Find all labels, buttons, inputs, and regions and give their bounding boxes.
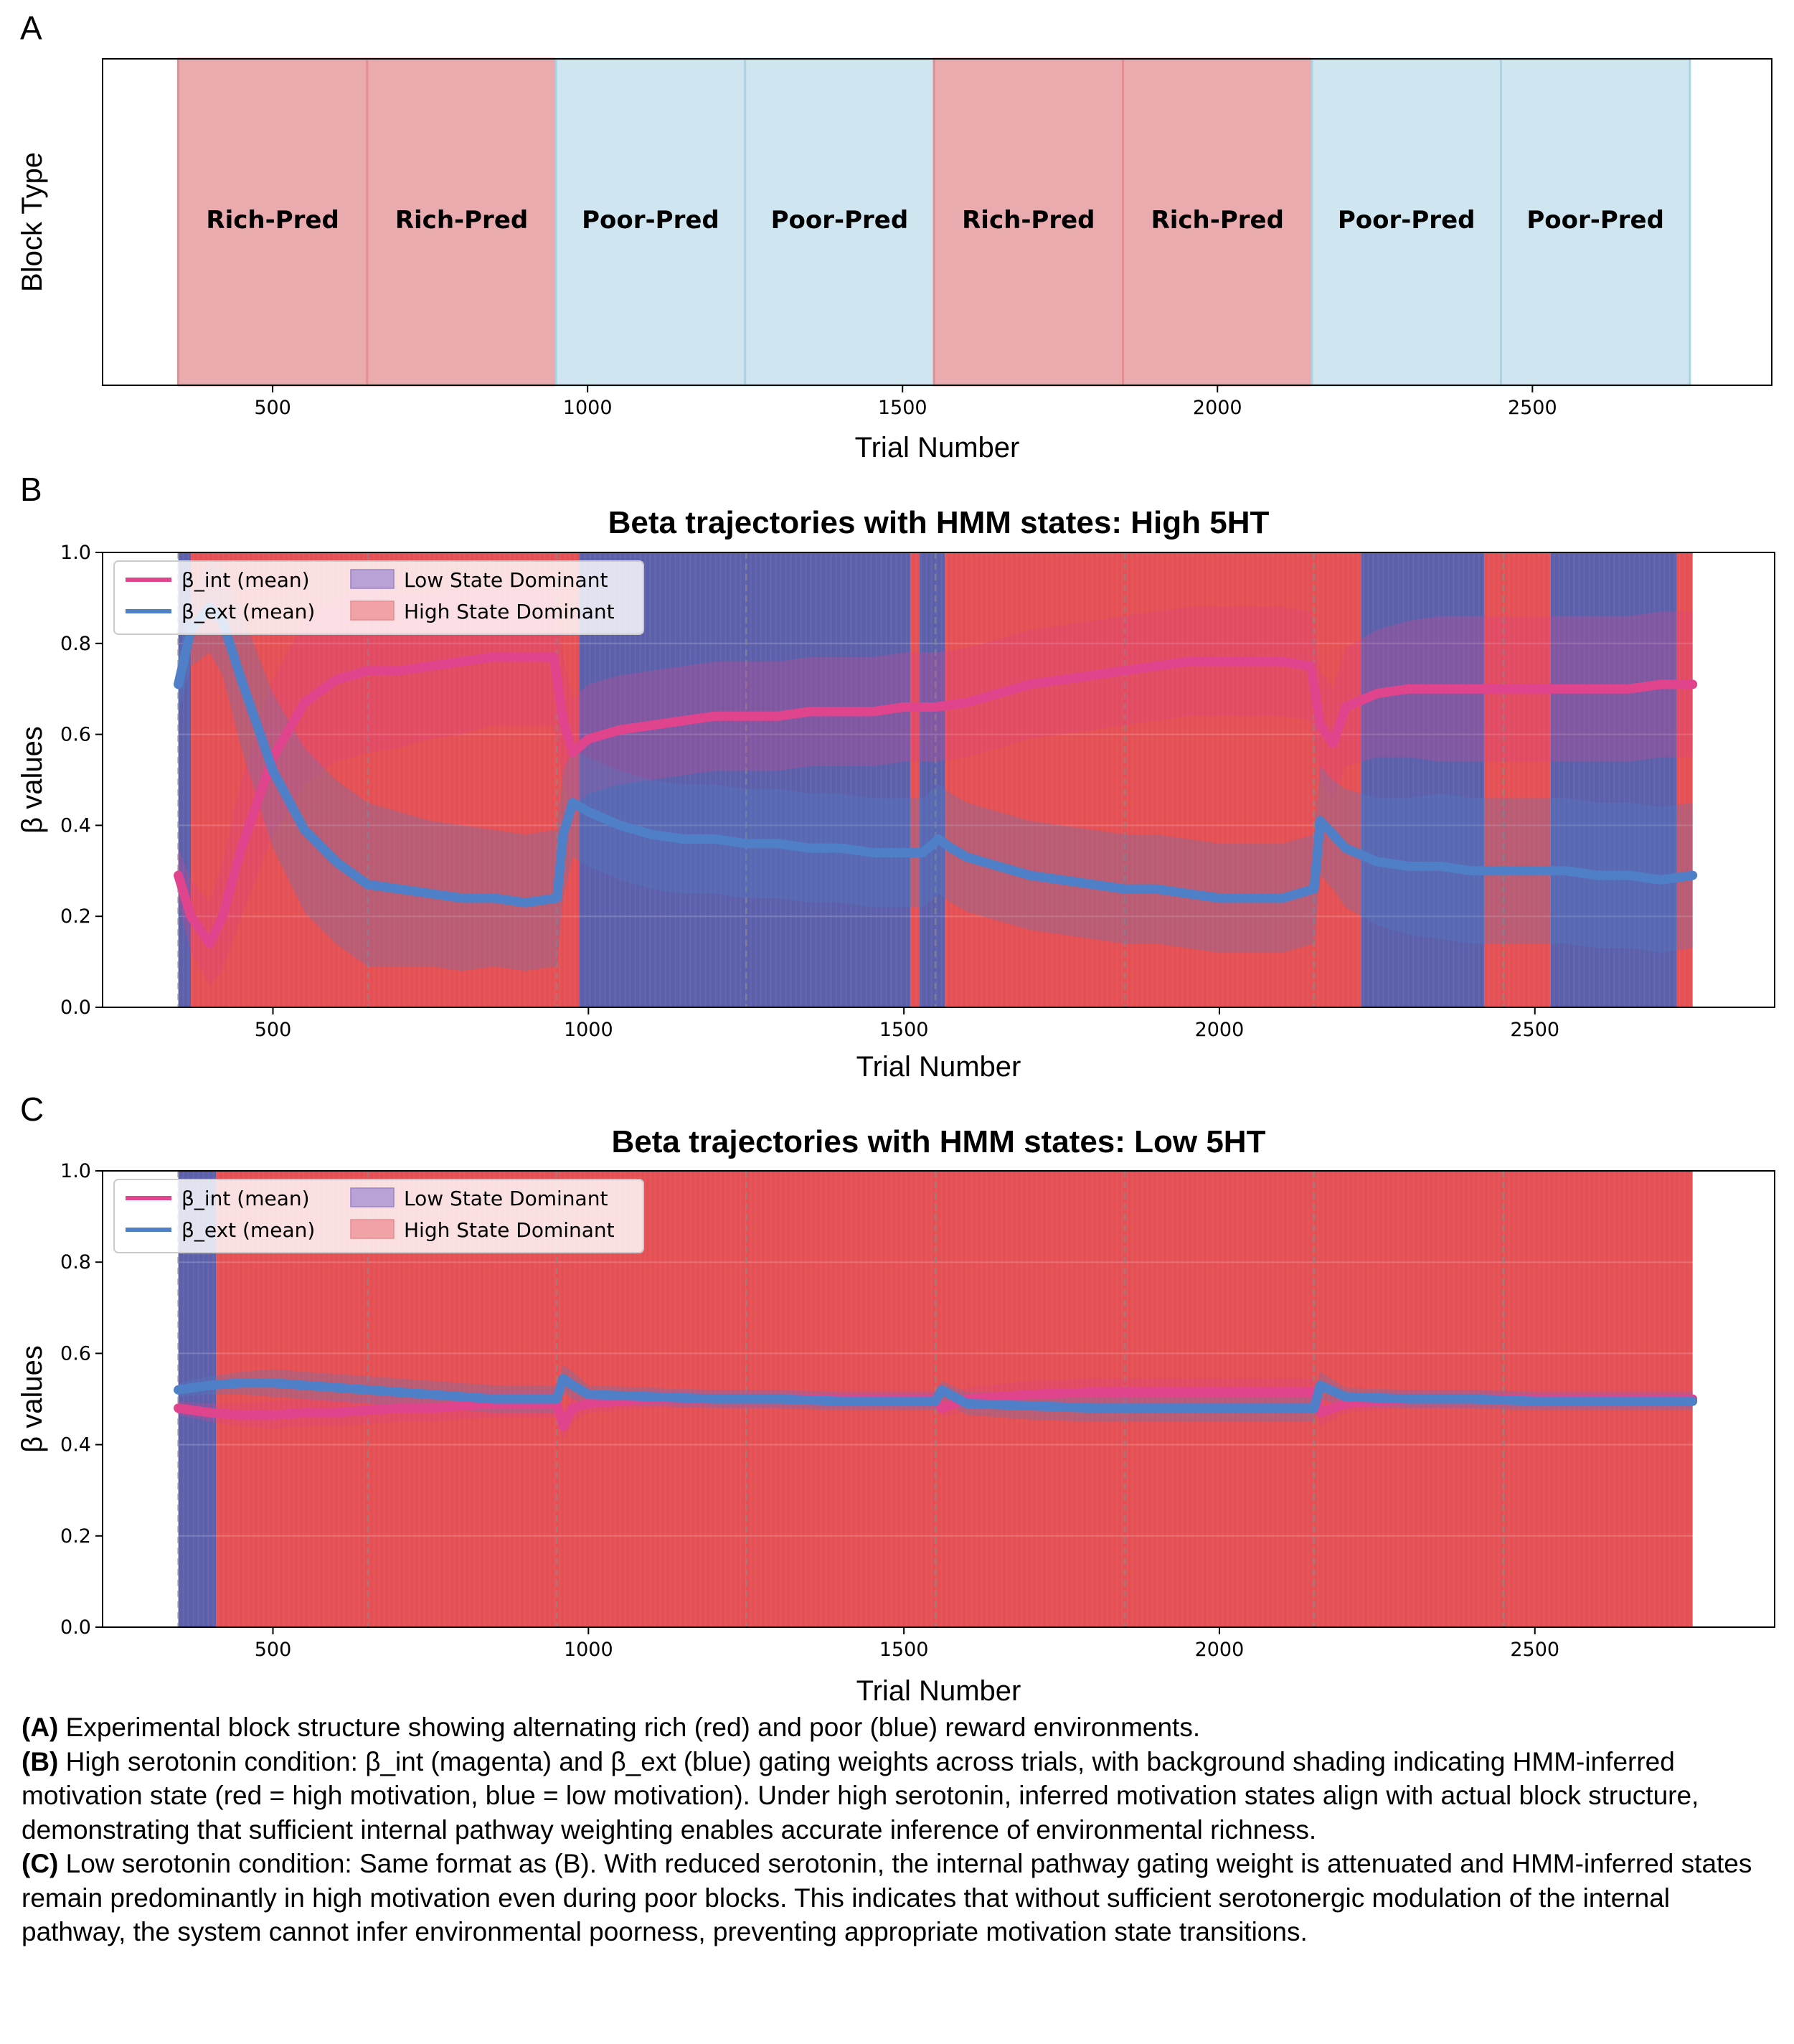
legend-label: β_int (mean) [181, 568, 310, 592]
panel-b: B Beta trajectories with HMM states: High… [16, 471, 1775, 1083]
x-tick-label: 2000 [1193, 397, 1242, 419]
y-tick-label: 1.0 [60, 542, 91, 564]
block-5 [933, 57, 1125, 387]
block-8 [1499, 57, 1691, 387]
plot-frame-a [102, 58, 1772, 386]
y-axis-label: β values [16, 726, 48, 834]
figure-caption: (A) Experimental block structure showing… [22, 1710, 1772, 1949]
legend-box [113, 1179, 644, 1253]
y-tick-label: 0.4 [60, 1434, 91, 1456]
legend-box [113, 560, 644, 635]
legend-label: Low State Dominant [404, 568, 608, 592]
block-label: Rich-Pred [395, 206, 528, 235]
x-axis-label: Trial Number [856, 1051, 1021, 1083]
x-tick-label: 2000 [1195, 1019, 1245, 1041]
block-label: Rich-Pred [206, 206, 339, 235]
panel-letter-b: B [20, 471, 42, 508]
caption-c-text: Low serotonin condition: Same format as … [22, 1849, 1752, 1946]
y-tick-label: 0.8 [60, 1251, 91, 1273]
panel-c: C Beta trajectories with HMM states: Low … [16, 1091, 1775, 1707]
state-segment-4 [910, 552, 920, 1007]
state-segment-8 [1484, 552, 1551, 1007]
x-tick-label: 2000 [1195, 1639, 1245, 1661]
x-tick-label: 2500 [1510, 1639, 1559, 1661]
series-line-2 [174, 602, 1698, 908]
legend-label: β_ext (mean) [181, 1218, 315, 1242]
plot-frame [102, 1170, 1775, 1628]
y-tick-label: 0.2 [60, 905, 91, 928]
legend-swatch-low [350, 569, 395, 589]
legend-swatch-high [350, 1219, 395, 1239]
panel-a: A Rich-Pred Rich-Pred Poor-Pred Poor-Pred Ric… [16, 9, 1772, 463]
caption-b-label: (B) [22, 1746, 59, 1776]
x-tick-label: 1000 [563, 397, 613, 419]
caption-c: (C) Low serotonin condition: Same format… [22, 1847, 1772, 1949]
y-tick-label: 0.6 [60, 1342, 91, 1365]
x-tick-label: 1000 [564, 1639, 613, 1661]
y-tick-label: 0.6 [60, 724, 91, 746]
series-line-2 [174, 1373, 1698, 1413]
x-tick-label: 500 [255, 1019, 292, 1041]
x-tick-label: 1500 [879, 1639, 929, 1661]
block-6 [1122, 57, 1313, 387]
legend-label: β_ext (mean) [181, 600, 315, 623]
state-segment-7 [1361, 552, 1485, 1007]
x-tick-label: 1000 [564, 1019, 613, 1041]
y-tick-label: 0.0 [60, 997, 91, 1019]
x-tick-label: 2500 [1508, 397, 1557, 419]
y-tick-label: 0.0 [60, 1616, 91, 1639]
caption-a: (A) Experimental block structure showing… [22, 1710, 1772, 1745]
chart-title: Beta trajectories with HMM states: Low 5… [612, 1124, 1266, 1159]
caption-b: (B) High serotonin condition: β_int (mag… [22, 1745, 1772, 1847]
block-label: Poor-Pred [771, 206, 909, 235]
state-segment-5 [920, 552, 945, 1007]
caption-a-text: Experimental block structure showing alt… [58, 1713, 1201, 1742]
state-segment-6 [945, 552, 1361, 1007]
chart-title: Beta trajectories with HMM states: High … [608, 505, 1270, 540]
legend-swatch-low [350, 1187, 395, 1207]
legend: β_int (mean) β_ext (mean) Low State Domina… [113, 560, 644, 635]
legend-label: High State Dominant [404, 1218, 615, 1242]
x-tick-label: 2500 [1510, 1019, 1559, 1041]
block-2 [366, 57, 557, 387]
block-4 [744, 57, 935, 387]
caption-c-label: (C) [22, 1849, 59, 1878]
panel-letter-c: C [20, 1091, 44, 1128]
x-tick-label: 1500 [879, 1019, 929, 1041]
caption-b-text: High serotonin condition: β_int (magenta… [22, 1746, 1699, 1845]
x-tick-label: 1500 [878, 397, 927, 419]
block-label: Poor-Pred [582, 206, 719, 235]
y-tick-label: 0.8 [60, 633, 91, 655]
series-line-1 [174, 652, 1698, 948]
panel-letter-a: A [20, 9, 42, 47]
block-label: Rich-Pred [962, 206, 1095, 235]
y-tick-label: 0.2 [60, 1525, 91, 1548]
legend-label: Low State Dominant [404, 1187, 608, 1210]
y-tick-label: 0.4 [60, 814, 91, 837]
state-segment-9 [1550, 552, 1677, 1007]
legend-label: High State Dominant [404, 600, 615, 623]
plot-frame [102, 552, 1775, 1008]
block-label: Poor-Pred [1338, 206, 1476, 235]
legend-swatch-high [350, 601, 395, 621]
y-tick-label: 1.0 [60, 1160, 91, 1182]
block-label: Poor-Pred [1526, 206, 1664, 235]
figure: A Rich-Pred Rich-Pred Poor-Pred Poor-Pred Ric… [16, 9, 1775, 1707]
x-axis-label: Trial Number [855, 432, 1020, 463]
x-tick-label: 500 [255, 1639, 292, 1661]
legend: β_int (mean) β_ext (mean) Low State Domina… [113, 1179, 644, 1253]
caption-a-label: (A) [22, 1713, 59, 1742]
y-axis-label: Block Type [16, 152, 48, 292]
block-label: Rich-Pred [1151, 206, 1284, 235]
y-axis-label: β values [16, 1345, 48, 1453]
legend-label: β_int (mean) [181, 1187, 310, 1210]
block-1 [176, 57, 369, 387]
x-tick-label: 500 [254, 397, 291, 419]
x-axis-label: Trial Number [856, 1675, 1021, 1707]
state-segment-10 [1676, 552, 1693, 1007]
